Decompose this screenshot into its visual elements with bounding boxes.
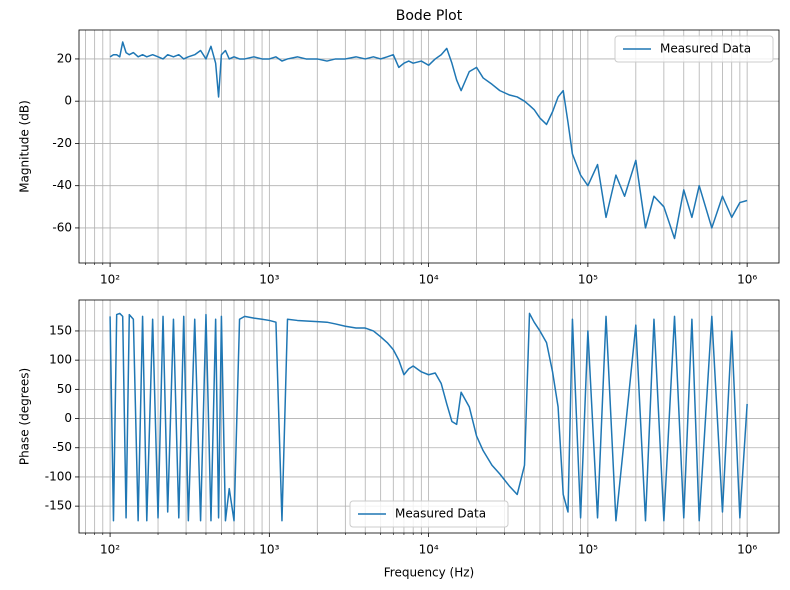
y-tick-label: 0 bbox=[64, 94, 72, 108]
x-tick-label: 10⁴ bbox=[419, 273, 439, 287]
x-tick-label: 10² bbox=[100, 273, 120, 287]
y-tick-label: 0 bbox=[64, 411, 72, 425]
x-axis-label: Frequency (Hz) bbox=[384, 566, 475, 580]
chart-title: Bode Plot bbox=[396, 8, 463, 24]
y-tick-label: 100 bbox=[49, 353, 72, 367]
y-tick-label: 20 bbox=[57, 51, 72, 65]
y-tick-label: -150 bbox=[45, 499, 72, 513]
legend-label: Measured Data bbox=[395, 507, 486, 521]
y-axis-label: Magnitude (dB) bbox=[18, 100, 32, 193]
axes-frame bbox=[78, 299, 780, 534]
y-tick-label: -100 bbox=[45, 469, 72, 483]
legend: Measured Data bbox=[349, 500, 509, 528]
y-tick-label: -50 bbox=[52, 440, 72, 454]
x-tick-label: 10⁶ bbox=[737, 273, 757, 287]
x-tick-label: 10³ bbox=[259, 273, 279, 287]
x-tick-label: 10⁵ bbox=[578, 273, 598, 287]
y-tick-label: -20 bbox=[52, 136, 72, 150]
y-tick-label: -40 bbox=[52, 178, 72, 192]
y-tick-label: 150 bbox=[49, 323, 72, 337]
x-tick-label: 10⁴ bbox=[419, 543, 439, 557]
data-line bbox=[109, 41, 748, 240]
x-tick-label: 10⁶ bbox=[737, 543, 757, 557]
x-tick-label: 10⁵ bbox=[578, 543, 598, 557]
y-axis-label: Phase (degrees) bbox=[18, 368, 32, 465]
legend-box bbox=[614, 35, 774, 63]
x-tick-label: 10² bbox=[100, 543, 120, 557]
legend: Measured Data bbox=[614, 35, 774, 63]
x-tick-label: 10³ bbox=[259, 543, 279, 557]
y-tick-label: 50 bbox=[57, 382, 72, 396]
legend-box bbox=[349, 500, 509, 528]
data-line bbox=[109, 312, 748, 522]
y-tick-label: -60 bbox=[52, 220, 72, 234]
axes-frame bbox=[78, 29, 780, 264]
legend-label: Measured Data bbox=[660, 42, 751, 56]
